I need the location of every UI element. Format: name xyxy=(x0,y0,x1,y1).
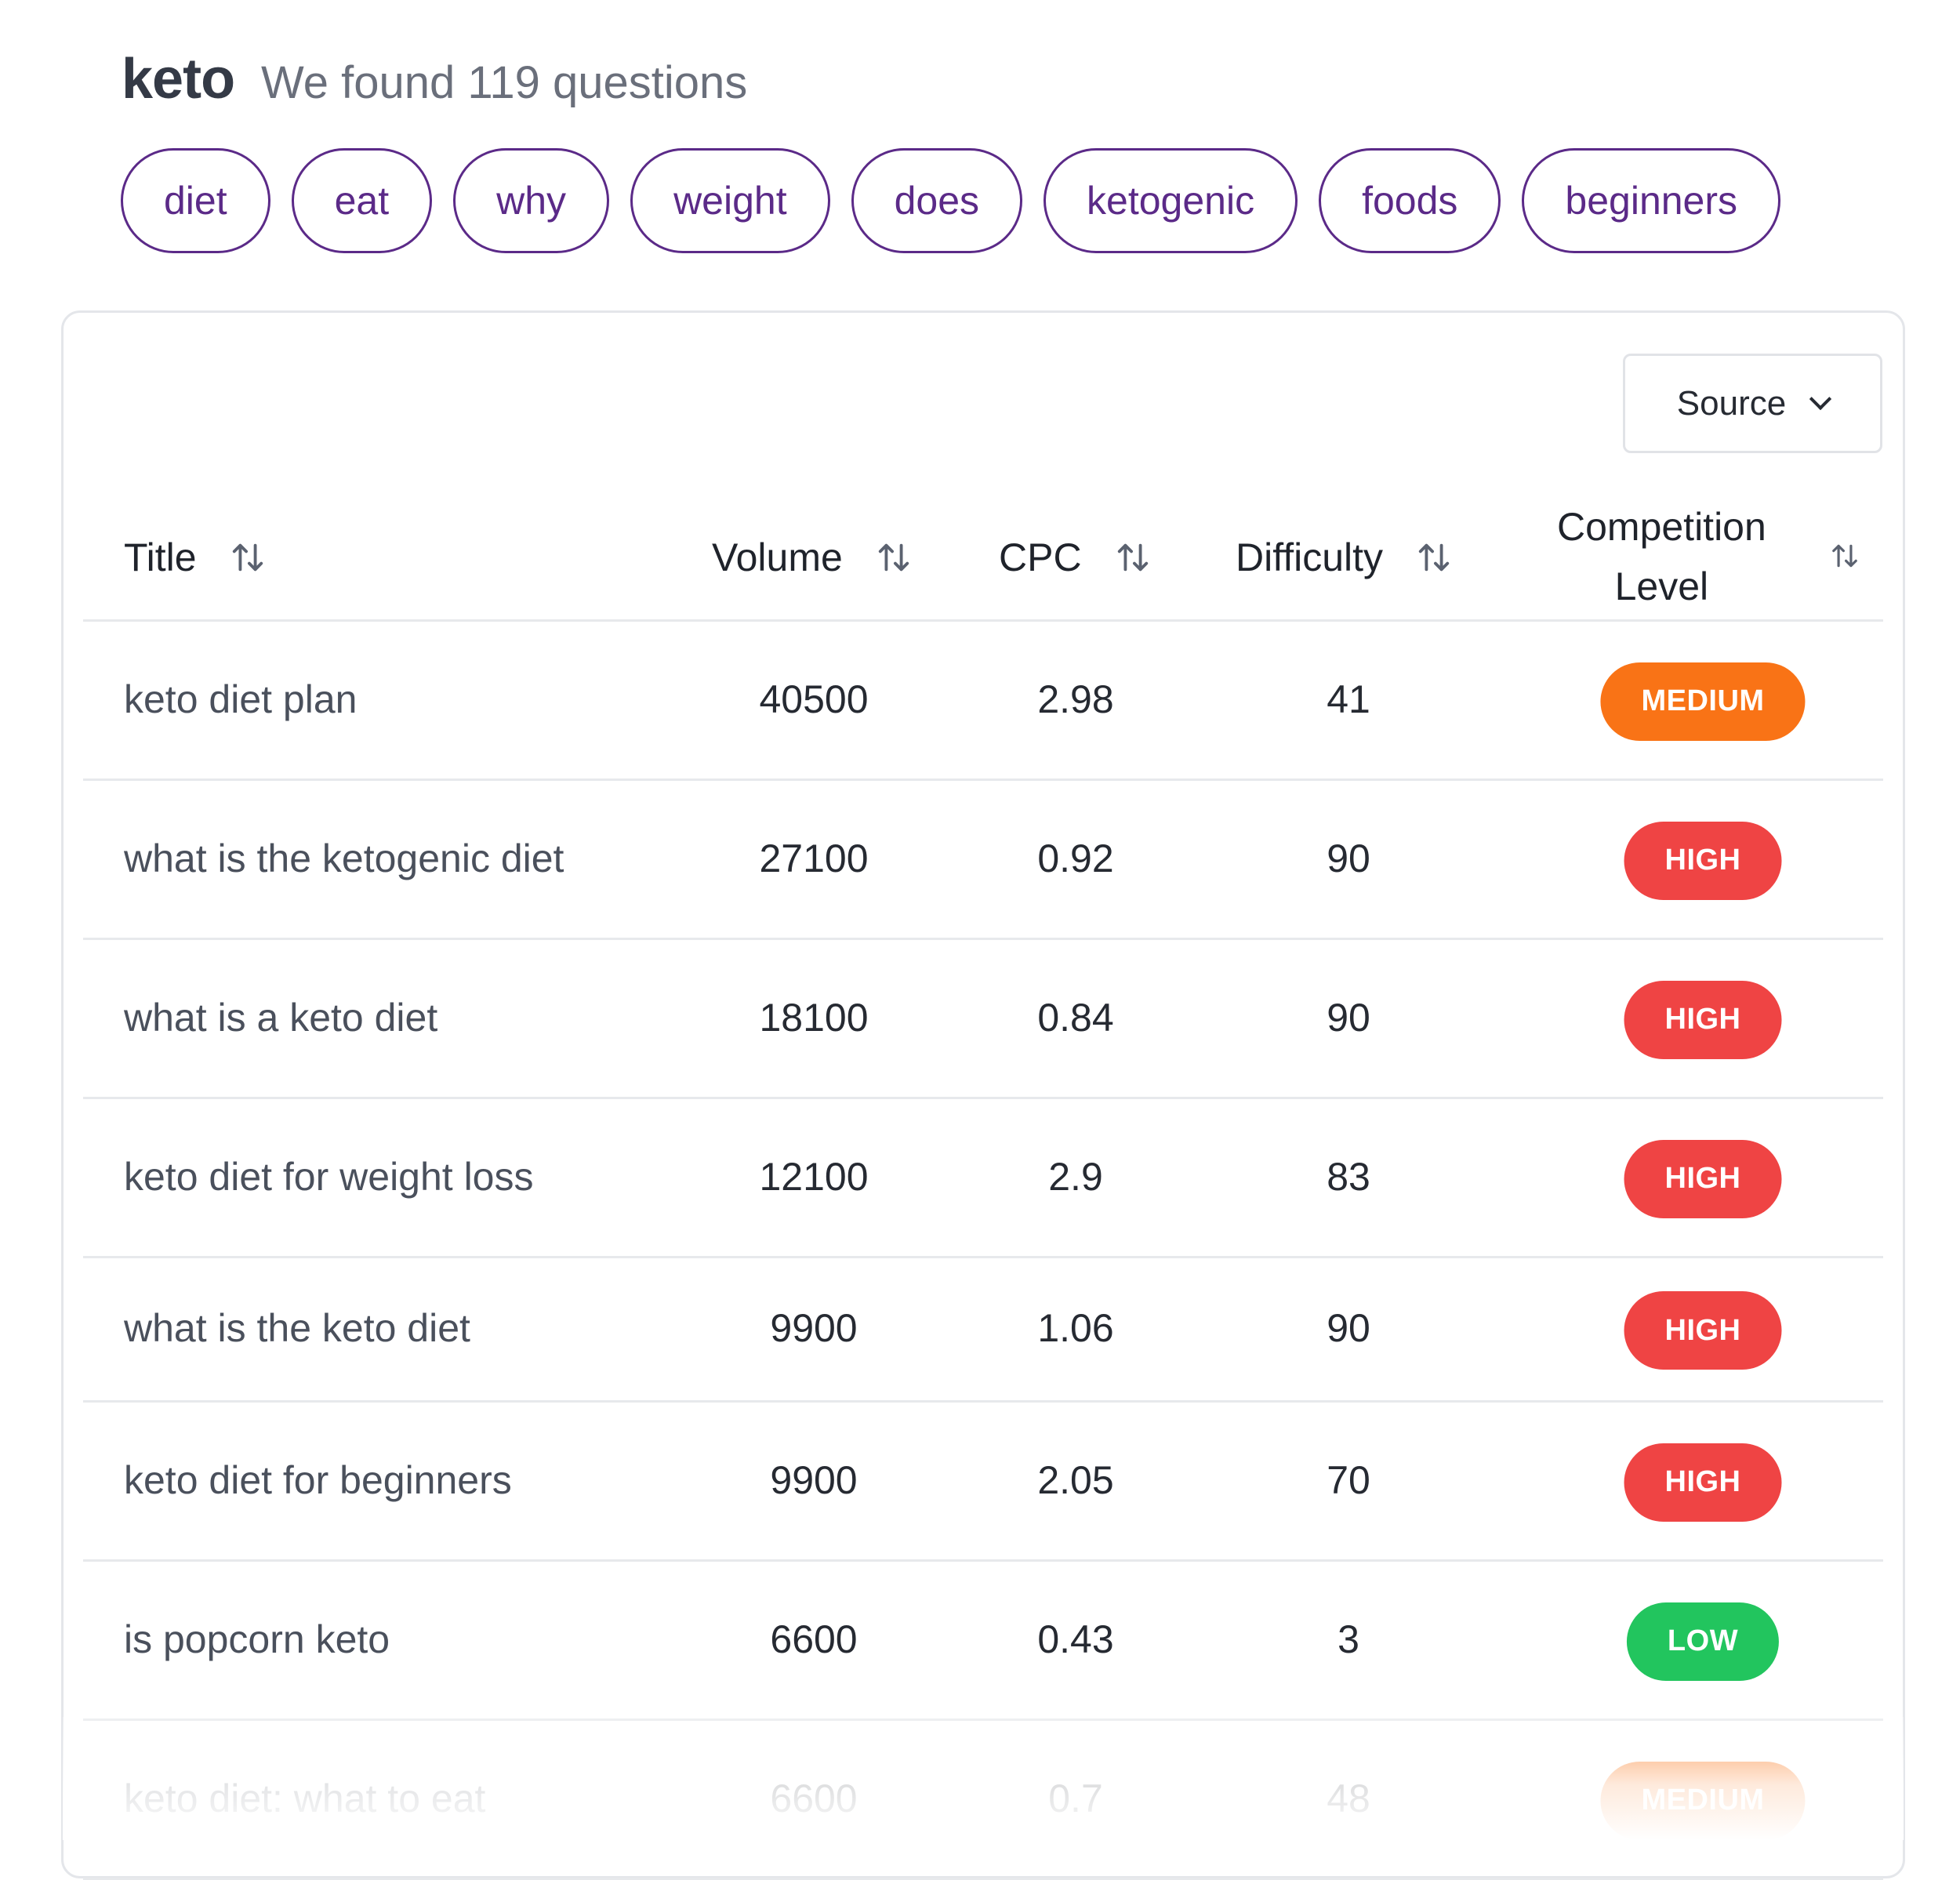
chip-why[interactable]: why xyxy=(453,148,610,253)
table-row[interactable]: keto diet for weight loss 12100 2.9 83 HIGH xyxy=(83,1099,1883,1258)
row-volume: 27100 xyxy=(759,836,869,880)
column-header-cpc-label: CPC xyxy=(999,535,1082,579)
chip-foods[interactable]: foods xyxy=(1319,148,1501,253)
competition-badge: HIGH xyxy=(1624,821,1782,900)
row-cpc: 0.7 xyxy=(1048,1776,1103,1820)
row-difficulty: 70 xyxy=(1327,1457,1370,1502)
chip-beginners[interactable]: beginners xyxy=(1522,148,1781,253)
table-row[interactable]: keto diet for beginners 9900 2.05 70 HIGH xyxy=(83,1403,1883,1562)
row-volume: 40500 xyxy=(759,677,869,721)
source-dropdown-label: Source xyxy=(1676,383,1787,423)
column-header-volume-label: Volume xyxy=(712,535,843,579)
competition-badge: MEDIUM xyxy=(1600,1761,1806,1840)
competition-badge: HIGH xyxy=(1624,1139,1782,1218)
sort-arrows-icon[interactable] xyxy=(1416,539,1452,575)
row-cpc: 0.84 xyxy=(1037,995,1114,1040)
results-count: We found 119 questions xyxy=(261,57,748,108)
column-header-difficulty[interactable]: Difficulty xyxy=(1236,535,1452,580)
row-title[interactable]: what is the keto diet xyxy=(124,1306,470,1350)
chip-ketogenic[interactable]: ketogenic xyxy=(1044,148,1298,253)
row-cpc: 2.05 xyxy=(1037,1457,1114,1502)
row-difficulty: 90 xyxy=(1327,836,1370,880)
results-header: keto We found 119 questions xyxy=(122,47,747,111)
sort-arrows-icon[interactable] xyxy=(1115,539,1151,575)
chip-weight[interactable]: weight xyxy=(630,148,830,253)
sort-arrows-icon[interactable] xyxy=(1830,541,1860,571)
chevron-down-icon xyxy=(1809,387,1832,410)
chip-does[interactable]: does xyxy=(851,148,1023,253)
results-card xyxy=(61,310,1905,1878)
competition-badge: LOW xyxy=(1626,1602,1780,1681)
competition-badge: HIGH xyxy=(1624,980,1782,1059)
row-cpc: 1.06 xyxy=(1037,1306,1114,1350)
row-difficulty: 90 xyxy=(1327,1306,1370,1350)
row-difficulty: 41 xyxy=(1327,677,1370,721)
row-title[interactable]: keto diet: what to eat xyxy=(124,1776,486,1820)
table-row[interactable]: is popcorn keto 6600 0.43 3 LOW xyxy=(83,1562,1883,1721)
search-keyword: keto xyxy=(122,48,235,111)
column-header-difficulty-label: Difficulty xyxy=(1236,535,1384,579)
chip-diet[interactable]: diet xyxy=(121,148,270,253)
row-difficulty: 83 xyxy=(1327,1154,1370,1199)
row-cpc: 0.92 xyxy=(1037,836,1114,880)
row-volume: 6600 xyxy=(770,1617,858,1661)
row-volume: 18100 xyxy=(759,995,869,1040)
chip-eat[interactable]: eat xyxy=(291,148,433,253)
sort-arrows-icon[interactable] xyxy=(876,539,912,575)
row-cpc: 2.9 xyxy=(1048,1154,1103,1199)
competition-badge: HIGH xyxy=(1624,1443,1782,1522)
row-volume: 12100 xyxy=(759,1154,869,1199)
row-title[interactable]: what is a keto diet xyxy=(124,995,438,1040)
table-row[interactable]: keto diet plan 40500 2.98 41 MEDIUM xyxy=(83,622,1883,781)
row-title[interactable]: keto diet plan xyxy=(124,677,358,721)
column-header-cpc[interactable]: CPC xyxy=(999,535,1151,580)
row-title[interactable]: what is the ketogenic diet xyxy=(124,836,564,880)
row-difficulty: 90 xyxy=(1327,995,1370,1040)
column-header-competition-line2: Level xyxy=(1614,564,1709,608)
row-volume: 6600 xyxy=(770,1776,858,1820)
table-row[interactable]: what is the ketogenic diet 27100 0.92 90 HIG… xyxy=(83,781,1883,940)
column-header-title-label: Title xyxy=(124,535,197,579)
row-volume: 9900 xyxy=(770,1457,858,1502)
column-header-title[interactable]: Title xyxy=(124,535,266,580)
competition-badge: HIGH xyxy=(1624,1291,1782,1370)
sort-arrows-icon[interactable] xyxy=(230,539,266,575)
row-cpc: 2.98 xyxy=(1037,677,1114,721)
row-cpc: 0.43 xyxy=(1037,1617,1114,1661)
column-header-competition[interactable]: Competition Level xyxy=(1557,497,1766,616)
row-title[interactable]: keto diet for beginners xyxy=(124,1457,512,1502)
row-difficulty: 48 xyxy=(1327,1776,1370,1820)
row-title[interactable]: is popcorn keto xyxy=(124,1617,390,1661)
table-row[interactable]: keto diet: what to eat 6600 0.7 48 MEDIUM xyxy=(83,1721,1883,1880)
source-dropdown[interactable]: Source xyxy=(1623,354,1882,453)
table-header-divider xyxy=(83,619,1883,622)
row-difficulty: 3 xyxy=(1338,1617,1359,1661)
column-header-competition-line1: Competition xyxy=(1557,505,1766,549)
table-row[interactable]: what is the keto diet 9900 1.06 90 HIGH xyxy=(83,1258,1883,1403)
row-volume: 9900 xyxy=(770,1306,858,1350)
keyword-filter-chips: diet eat why weight does ketogenic foods… xyxy=(121,148,1781,253)
table-row[interactable]: what is a keto diet 18100 0.84 90 HIGH xyxy=(83,940,1883,1099)
column-header-volume[interactable]: Volume xyxy=(712,535,912,580)
row-title[interactable]: keto diet for weight loss xyxy=(124,1154,534,1199)
competition-badge: MEDIUM xyxy=(1600,662,1806,741)
